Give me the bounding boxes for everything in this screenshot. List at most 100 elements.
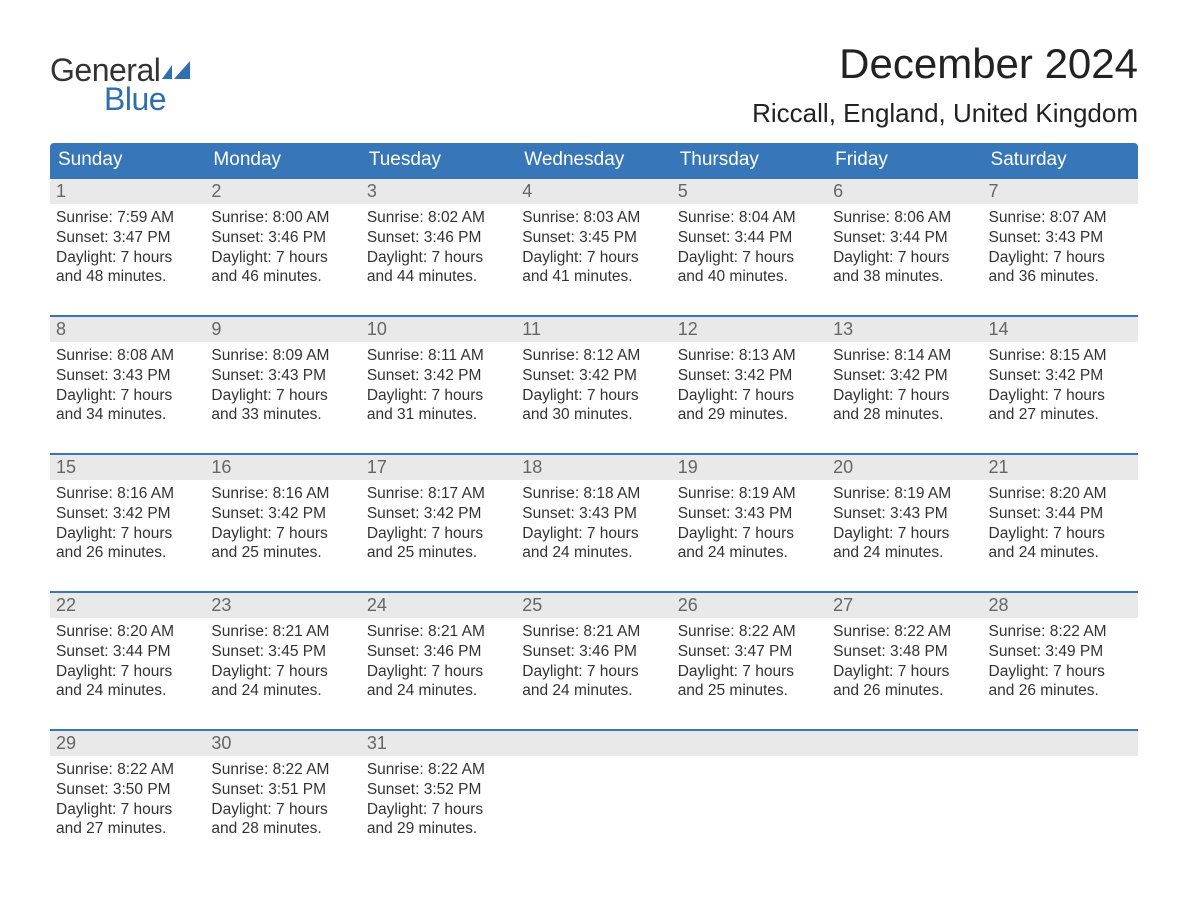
day-d1: Daylight: 7 hours [367,800,510,820]
day-number: 2 [205,179,360,204]
day-d2: and 24 minutes. [522,543,665,563]
day-sunset: Sunset: 3:44 PM [56,642,199,662]
calendar-day: 7Sunrise: 8:07 AMSunset: 3:43 PMDaylight… [983,179,1138,295]
day-number: 7 [983,179,1138,204]
day-sunset: Sunset: 3:42 PM [367,504,510,524]
day-detail: Sunrise: 8:13 AMSunset: 3:42 PMDaylight:… [672,342,827,425]
day-number: 22 [50,593,205,618]
day-sunrise: Sunrise: 8:22 AM [211,760,354,780]
day-sunset: Sunset: 3:48 PM [833,642,976,662]
day-sunset: Sunset: 3:47 PM [678,642,821,662]
day-sunset: Sunset: 3:42 PM [367,366,510,386]
day-detail: Sunrise: 8:16 AMSunset: 3:42 PMDaylight:… [205,480,360,563]
day-number: 26 [672,593,827,618]
day-number: 25 [516,593,671,618]
day-sunrise: Sunrise: 8:08 AM [56,346,199,366]
calendar-day: 13 Sunrise: 8:14 AMSunset: 3:42 PMDayligh… [827,317,982,433]
day-sunrise: Sunrise: 8:21 AM [211,622,354,642]
day-sunset: Sunset: 3:42 PM [56,504,199,524]
day-d2: and 41 minutes. [522,267,665,287]
page-header: General Blue December 2024 Riccall, Engl… [50,40,1138,129]
day-d2: and 44 minutes. [367,267,510,287]
day-sunrise: Sunrise: 8:16 AM [56,484,199,504]
day-sunrise: Sunrise: 8:13 AM [678,346,821,366]
day-number: 6 [827,179,982,204]
day-sunset: Sunset: 3:49 PM [989,642,1132,662]
day-d2: and 36 minutes. [989,267,1132,287]
day-d2: and 24 minutes. [211,681,354,701]
day-number: 10 [361,317,516,342]
day-d1: Daylight: 7 hours [211,662,354,682]
day-number: 15 [50,455,205,480]
day-sunrise: Sunrise: 8:14 AM [833,346,976,366]
day-sunrise: Sunrise: 8:21 AM [522,622,665,642]
day-number: 28 [983,593,1138,618]
day-d1: Daylight: 7 hours [367,386,510,406]
day-number: 27 [827,593,982,618]
day-d1: Daylight: 7 hours [678,662,821,682]
calendar-day: 4Sunrise: 8:03 AMSunset: 3:45 PMDaylight… [516,179,671,295]
day-d1: Daylight: 7 hours [56,524,199,544]
day-detail: Sunrise: 8:20 AMSunset: 3:44 PMDaylight:… [983,480,1138,563]
calendar-day: 26 Sunrise: 8:22 AMSunset: 3:47 PMDayligh… [672,593,827,709]
calendar-week: 22Sunrise: 8:20 AMSunset: 3:44 PMDayligh… [50,591,1138,709]
day-detail: Sunrise: 8:22 AMSunset: 3:48 PMDaylight:… [827,618,982,701]
day-detail: Sunrise: 8:19 AMSunset: 3:43 PMDaylight:… [827,480,982,563]
day-detail: Sunrise: 8:20 AMSunset: 3:44 PMDaylight:… [50,618,205,701]
day-d2: and 24 minutes. [56,681,199,701]
day-d2: and 38 minutes. [833,267,976,287]
day-sunset: Sunset: 3:44 PM [989,504,1132,524]
day-sunset: Sunset: 3:42 PM [833,366,976,386]
day-number: 4 [516,179,671,204]
day-d1: Daylight: 7 hours [211,386,354,406]
day-number: 13 [827,317,982,342]
day-sunrise: Sunrise: 8:17 AM [367,484,510,504]
day-number: 12 [672,317,827,342]
weekday-header: Saturday [983,143,1138,177]
calendar-day: 12Sunrise: 8:13 AMSunset: 3:42 PMDayligh… [672,317,827,433]
day-sunrise: Sunrise: 8:22 AM [678,622,821,642]
day-sunrise: Sunrise: 8:09 AM [211,346,354,366]
calendar-day: 11Sunrise: 8:12 AMSunset: 3:42 PMDayligh… [516,317,671,433]
day-sunset: Sunset: 3:43 PM [211,366,354,386]
day-d1: Daylight: 7 hours [833,662,976,682]
day-d1: Daylight: 7 hours [56,800,199,820]
calendar-day: 9 Sunrise: 8:09 AMSunset: 3:43 PMDaylight… [205,317,360,433]
day-d1: Daylight: 7 hours [833,248,976,268]
day-detail: Sunrise: 8:03 AMSunset: 3:45 PMDaylight:… [516,204,671,287]
calendar-week: 1Sunrise: 7:59 AMSunset: 3:47 PMDaylight… [50,177,1138,295]
day-d1: Daylight: 7 hours [522,248,665,268]
day-d1: Daylight: 7 hours [678,248,821,268]
day-d1: Daylight: 7 hours [522,662,665,682]
day-d1: Daylight: 7 hours [678,386,821,406]
calendar-day: . [516,731,671,847]
day-sunset: Sunset: 3:51 PM [211,780,354,800]
day-d1: Daylight: 7 hours [522,386,665,406]
calendar-day: 29Sunrise: 8:22 AMSunset: 3:50 PMDayligh… [50,731,205,847]
day-d1: Daylight: 7 hours [833,386,976,406]
day-sunset: Sunset: 3:50 PM [56,780,199,800]
day-number: 9 [205,317,360,342]
day-number: 29 [50,731,205,756]
calendar-day: 27Sunrise: 8:22 AMSunset: 3:48 PMDayligh… [827,593,982,709]
day-sunrise: Sunrise: 8:20 AM [56,622,199,642]
day-detail: Sunrise: 8:11 AMSunset: 3:42 PMDaylight:… [361,342,516,425]
day-sunset: Sunset: 3:46 PM [522,642,665,662]
day-sunset: Sunset: 3:43 PM [522,504,665,524]
calendar: SundayMondayTuesdayWednesdayThursdayFrid… [50,143,1138,847]
day-number: 11 [516,317,671,342]
day-detail: Sunrise: 8:19 AMSunset: 3:43 PMDaylight:… [672,480,827,563]
day-sunrise: Sunrise: 8:15 AM [989,346,1132,366]
brand-logo: General Blue [50,52,192,118]
day-sunset: Sunset: 3:47 PM [56,228,199,248]
calendar-day: . [983,731,1138,847]
location-text: Riccall, England, United Kingdom [752,98,1138,129]
day-d1: Daylight: 7 hours [522,524,665,544]
day-sunrise: Sunrise: 8:19 AM [678,484,821,504]
day-d2: and 40 minutes. [678,267,821,287]
day-detail: Sunrise: 8:22 AMSunset: 3:52 PMDaylight:… [361,756,516,839]
day-sunrise: Sunrise: 8:11 AM [367,346,510,366]
day-sunset: Sunset: 3:46 PM [367,228,510,248]
calendar-day: 16Sunrise: 8:16 AMSunset: 3:42 PMDayligh… [205,455,360,571]
calendar-day: 31Sunrise: 8:22 AMSunset: 3:52 PMDayligh… [361,731,516,847]
